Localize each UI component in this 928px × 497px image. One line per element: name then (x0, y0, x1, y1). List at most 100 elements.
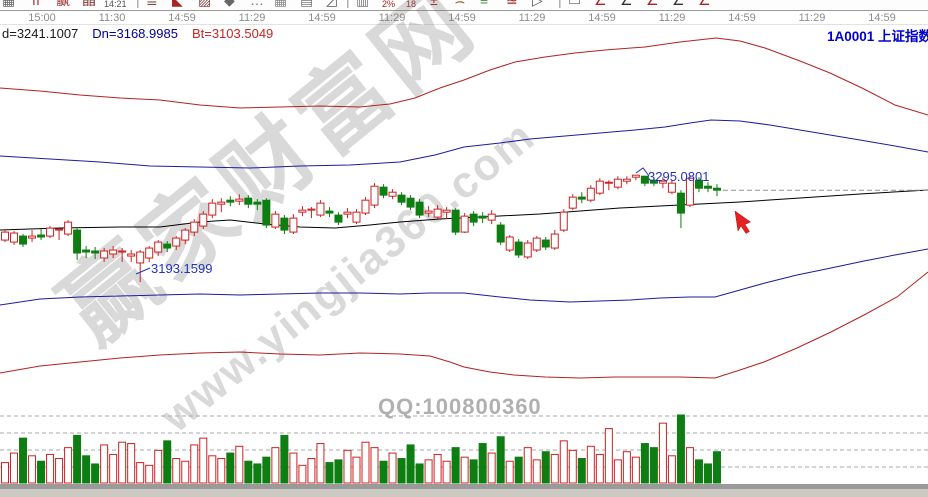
candle-up (352, 211, 361, 223)
toolbar-icon[interactable]: ▨ (198, 0, 212, 8)
volume-bar (487, 452, 496, 484)
candle-up (181, 229, 190, 241)
time-axis-label: 11:30 (98, 12, 126, 24)
volume-bar (325, 462, 334, 484)
toolbar-icon[interactable]: 赢 (56, 0, 70, 8)
symbol-title: 1A0001 上证指数 (827, 29, 928, 44)
candle-up (10, 232, 19, 243)
toolbar-icon[interactable]: … (250, 0, 264, 8)
indicator-header: d=3241.1007 Dn=3168.9985 Bt=3103.5049 (2, 26, 287, 41)
candle-up (505, 236, 514, 251)
candle-up (532, 237, 541, 251)
toolbar-icon[interactable]: ▦ (274, 0, 288, 8)
volume-bars[interactable] (1, 414, 721, 484)
toolbar-icon[interactable]: ▤ (300, 0, 314, 8)
candle-up (208, 202, 217, 216)
volume-bar (568, 449, 577, 484)
candle-down (406, 197, 415, 208)
candle-up (145, 247, 154, 259)
candle-up (271, 213, 280, 228)
volume-bar (136, 462, 145, 484)
toolbar-icon[interactable]: 2% (382, 0, 396, 9)
candle-up (199, 213, 208, 227)
toolbar-icon[interactable]: ≡ (480, 0, 489, 8)
candles[interactable] (1, 174, 721, 282)
high-label-connector (635, 167, 650, 177)
top-toolbar[interactable]: ▦ ⇈ 赢 晶 14:21 | ≣ ◣ ▨ ◆ … ▦ ▤ ◿ | ▥ 2% 18 ± ≍ ≡ ≊ ▷ | ▭ ∠ ∠ ∠ ∠ ∠ (0, 0, 928, 11)
toolbar-separator: | (136, 0, 140, 8)
volume-bar (424, 459, 433, 484)
candle-down (82, 249, 91, 253)
volume-bar (352, 456, 361, 484)
candle-down (73, 229, 82, 254)
volume-bar (469, 459, 478, 484)
toolbar-icon[interactable]: ▭ (568, 0, 582, 8)
candle-down (226, 199, 235, 203)
volume-bar (181, 460, 190, 484)
volume-bar (406, 444, 415, 484)
candle-up (127, 253, 136, 257)
toolbar-icon[interactable]: ∠ (594, 0, 607, 8)
toolbar-icon[interactable]: ∠ (646, 0, 659, 8)
toolbar-icon[interactable]: ◣ (172, 0, 183, 8)
volume-bar (541, 451, 550, 484)
candle-up (568, 196, 577, 209)
candle-down (19, 235, 28, 245)
candle-down (640, 175, 649, 184)
toolbar-icon[interactable]: ∠ (698, 0, 711, 8)
candle-down (253, 201, 262, 205)
toolbar-icon[interactable]: ≊ (506, 0, 518, 8)
candle-up (118, 250, 127, 253)
volume-bar (703, 463, 712, 484)
candle-up (217, 201, 226, 205)
volume-bar (217, 458, 226, 484)
toolbar-icon[interactable]: ∠ (672, 0, 685, 8)
toolbar-icon[interactable]: ≣ (146, 0, 158, 8)
time-axis-label: 11:29 (518, 12, 546, 24)
toolbar-icon[interactable]: ⇈ (30, 0, 42, 8)
watermark-qq: QQ:100800360 (378, 394, 542, 419)
toolbar-icon[interactable]: ± (430, 0, 438, 8)
candle-down (379, 186, 388, 196)
candle-up (343, 211, 352, 215)
volume-bar (271, 447, 280, 484)
candle-down (694, 179, 703, 189)
candle-down (496, 224, 505, 243)
toolbar-icon[interactable]: 14:21 (104, 0, 127, 9)
candle-up (172, 237, 181, 247)
candle-up (613, 178, 622, 188)
toolbar-icon[interactable]: ◆ (224, 0, 235, 8)
toolbar-icon[interactable]: 18 (406, 0, 417, 9)
toolbar-icon[interactable]: ▷ (532, 0, 543, 8)
toolbar-icon[interactable]: ◿ (326, 0, 337, 8)
upper-red-line (0, 37, 928, 116)
volume-bar (496, 436, 505, 484)
candle-up (109, 249, 118, 255)
toolbar-icon[interactable]: ▥ (356, 0, 370, 8)
volume-bar (307, 458, 316, 484)
candle-down (514, 241, 523, 256)
volume-bar (397, 458, 406, 484)
candle-up (316, 202, 325, 216)
candle-down (244, 197, 253, 205)
toolbar-icon[interactable]: ∠ (620, 0, 633, 8)
toolbar-icon[interactable]: ▦ (2, 0, 16, 8)
toolbar-icon[interactable]: ≍ (454, 0, 466, 8)
toolbar-icon[interactable]: 晶 (82, 0, 96, 8)
volume-bar (370, 447, 379, 484)
volume-bar (109, 453, 118, 484)
volume-bar (361, 441, 370, 484)
volume-bar (586, 445, 595, 484)
candle-up (307, 208, 316, 211)
candle-down (649, 179, 658, 184)
candle-up (433, 208, 442, 218)
volume-bar (613, 459, 622, 484)
candle-up (595, 180, 604, 194)
candle-up (235, 198, 244, 202)
volume-bar (190, 444, 199, 484)
candle-down (280, 217, 289, 231)
candle-up (460, 215, 469, 233)
volume-bar (46, 453, 55, 484)
candle-down (397, 194, 406, 203)
